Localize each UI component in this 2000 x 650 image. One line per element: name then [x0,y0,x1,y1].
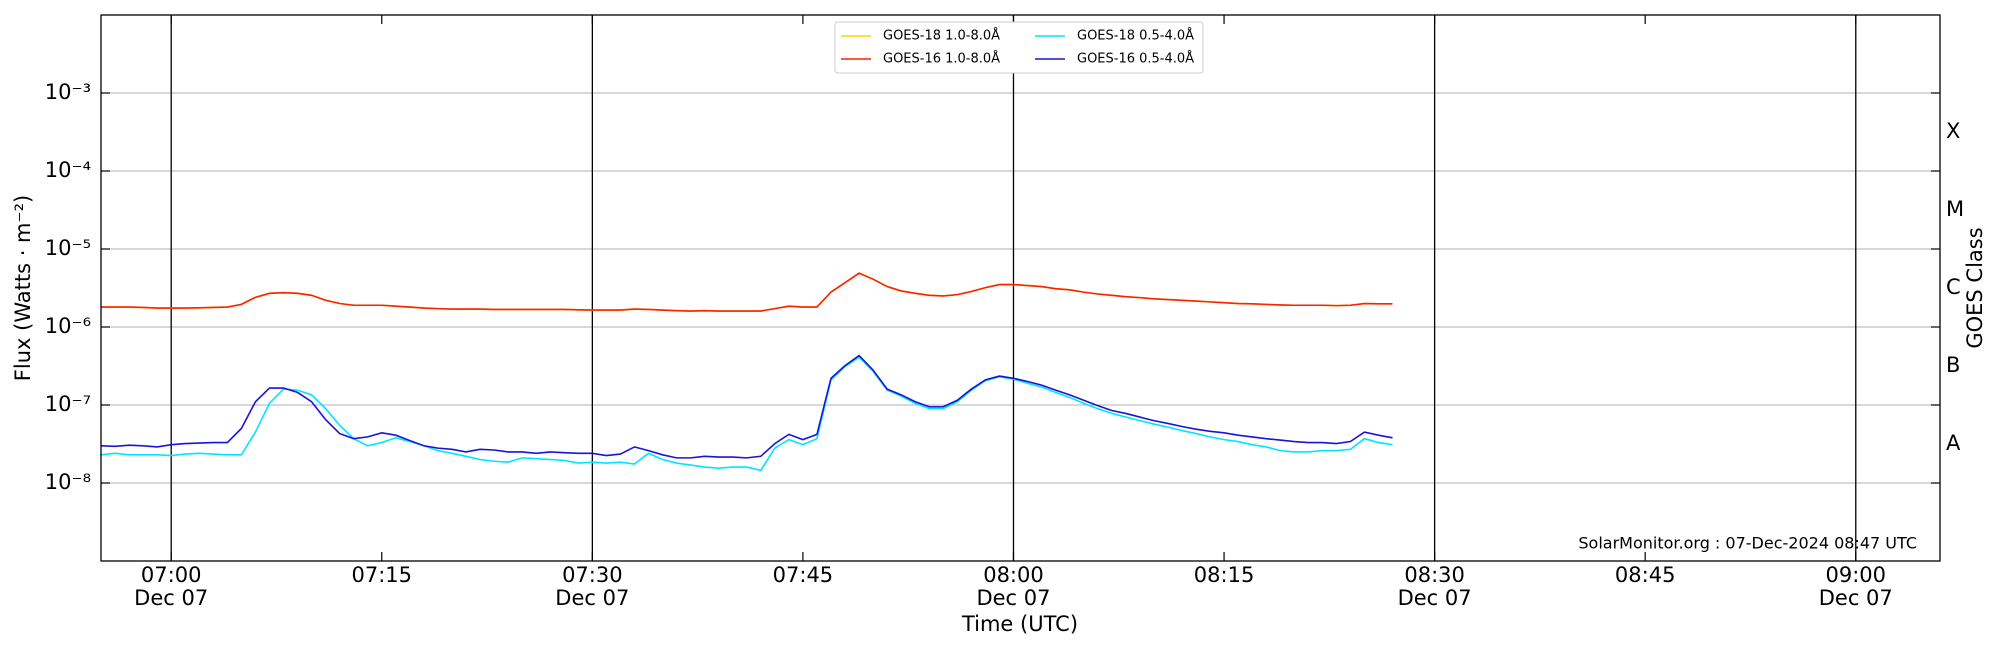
class-label: C [1946,275,1961,299]
x-tick-date: Dec 07 [1398,586,1472,610]
x-tick-date: Dec 07 [134,586,208,610]
x-axis-label: Time (UTC) [961,612,1078,636]
x-tick-date: Dec 07 [1819,586,1893,610]
plot-frame [100,14,1941,562]
y-tick-label: 10⁻³ [45,80,91,104]
series-line [100,354,1393,459]
y-tick-label: 10⁻⁵ [45,236,91,260]
legend-label: GOES-18 0.5-4.0Å [1077,28,1194,44]
x-tick-label: 08:30 [1404,563,1465,587]
class-label: B [1946,353,1960,377]
x-tick-label: 09:00 [1826,563,1887,587]
x-tick-label: 07:15 [351,563,412,587]
legend-label: GOES-16 1.0-8.0Å [883,51,1000,67]
y-tick-label: 10⁻⁴ [45,158,91,182]
y-tick-label: 10⁻⁶ [45,314,91,338]
x-tick-date: Dec 07 [976,586,1050,610]
x-tick-label: 07:00 [141,563,202,587]
y-tick-label: 10⁻⁸ [45,470,91,494]
x-tick-date: Dec 07 [555,586,629,610]
x-tick-label: 08:15 [1194,563,1255,587]
class-label: M [1946,197,1964,221]
legend: GOES-18 1.0-8.0Å GOES-16 1.0-8.0Å GOES-18 … [834,21,1204,74]
legend-label: GOES-18 1.0-8.0Å [883,28,1000,44]
class-label: A [1946,431,1961,455]
y-axis-label: Flux (Watts · m⁻²) [11,195,35,381]
series-line [100,356,1393,472]
x-tick-label: 07:45 [773,563,834,587]
x-tick-label: 08:45 [1615,563,1676,587]
series-line [101,272,1393,312]
legend-box [834,21,1204,74]
class-label: X [1946,119,1960,143]
annotation: SolarMonitor.org : 07-Dec-2024 08:47 UTC [1578,534,1917,553]
x-tick-label: 07:30 [562,563,623,587]
x-tick-label: 08:00 [983,563,1044,587]
y2-axis-label: GOES Class [1963,227,1987,348]
legend-label: GOES-16 0.5-4.0Å [1077,51,1194,67]
y-tick-label: 10⁻⁷ [45,392,91,416]
series-line [101,272,1393,312]
